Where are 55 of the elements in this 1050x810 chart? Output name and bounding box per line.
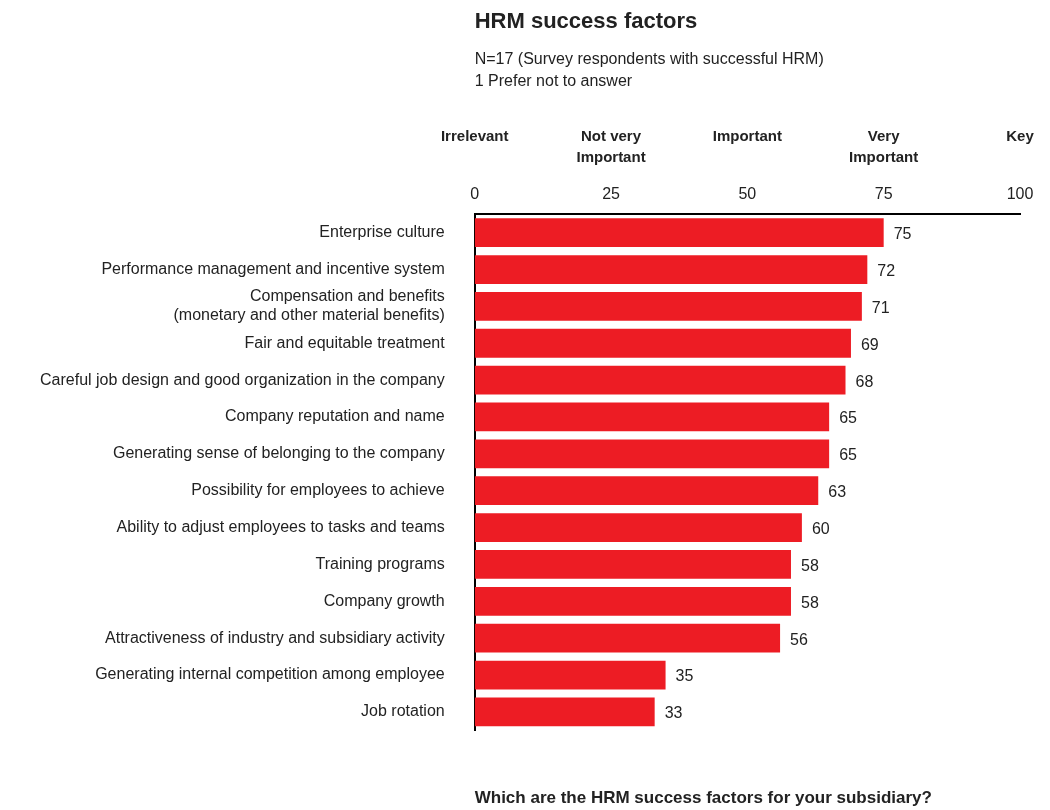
bar <box>474 697 655 727</box>
y-tick-label: Careful job design and good organization in the company <box>40 370 445 388</box>
x-tick-label: 25 <box>602 185 621 203</box>
bar <box>474 255 868 284</box>
data-label: 33 <box>664 704 683 722</box>
bar <box>474 402 830 432</box>
y-tick-label: Possibility for employees to achieve <box>191 481 445 499</box>
y-tick-label: Generating sense of belonging to the company <box>112 444 445 462</box>
x-tick-label: 50 <box>738 185 757 203</box>
y-tick-label: Fair and equitable treatment <box>244 333 446 351</box>
text: Key <box>1006 126 1035 144</box>
y-tick-label: Job rotation <box>361 702 445 720</box>
bar <box>474 660 666 690</box>
data-label: 56 <box>790 630 808 648</box>
data-label: 71 <box>871 298 890 316</box>
y-tick-label: Performance management and incentive system <box>101 259 445 277</box>
chart-subtitle: N=17 (Survey respondents with successful HRM) 1 Prefer not to answer <box>474 49 824 91</box>
data-label: 75 <box>893 225 912 243</box>
text: Irrelevant <box>440 126 509 144</box>
bar <box>474 365 846 395</box>
y-tick-label: Enterprise culture <box>319 223 445 241</box>
data-label: 65 <box>839 446 858 464</box>
data-label: 69 <box>860 335 879 353</box>
y-tick-label: Ability to adjust employees to tasks and teams <box>116 518 445 536</box>
y-tick-label: Company reputation and name <box>225 407 445 425</box>
bar <box>474 513 802 542</box>
chart-title: HRM success factors <box>474 8 698 34</box>
bar <box>474 623 781 653</box>
bar <box>474 328 851 358</box>
x-tick-label: 100 <box>1006 185 1034 203</box>
y-tick-label: Generating internal competition among employee <box>95 665 445 683</box>
text: Very Important <box>849 126 919 165</box>
data-label: 58 <box>800 556 819 574</box>
data-label: 68 <box>855 372 874 390</box>
y-tick-label: Compensation and benefits (monetary and other material benefits) <box>173 287 445 324</box>
data-label: 63 <box>828 483 847 501</box>
x-tick-label: 75 <box>874 185 893 203</box>
data-label: 72 <box>877 261 896 279</box>
data-label: 35 <box>675 667 694 685</box>
text: Not very Important <box>576 126 646 165</box>
y-tick-label: Attractiveness of industry and subsidiary activity <box>105 628 445 646</box>
data-label: 60 <box>811 520 830 538</box>
bar <box>474 550 791 579</box>
bar <box>474 586 791 616</box>
bar <box>474 476 819 506</box>
text: Which are the HRM success factors for your subsidiary? <box>474 788 932 808</box>
data-label: 58 <box>800 593 819 611</box>
y-tick-label: Training programs <box>315 554 445 572</box>
bar <box>474 218 884 248</box>
y-tick-label: Company growth <box>323 591 445 609</box>
data-label: 65 <box>839 409 858 427</box>
text: Important <box>712 126 782 144</box>
bar <box>474 292 862 321</box>
x-tick-label: 0 <box>470 185 480 203</box>
bar <box>474 439 830 469</box>
